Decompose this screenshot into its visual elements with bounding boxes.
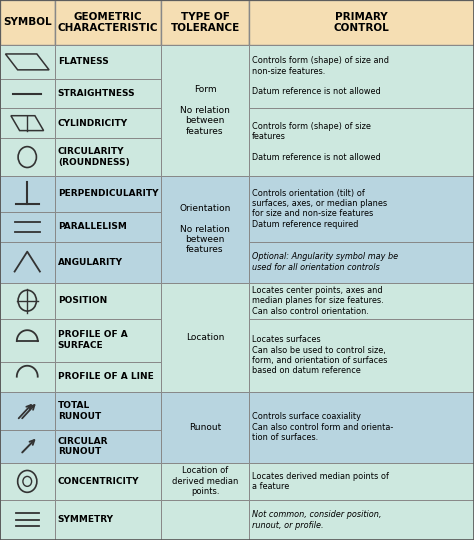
Text: TOTAL
RUNOUT: TOTAL RUNOUT bbox=[58, 401, 101, 421]
Bar bbox=[0, 176, 55, 212]
Text: PERPENDICULARITY: PERPENDICULARITY bbox=[58, 190, 158, 198]
Text: SYMMETRY: SYMMETRY bbox=[58, 515, 114, 524]
Text: CYLINDRICITY: CYLINDRICITY bbox=[58, 119, 128, 127]
Bar bbox=[249, 176, 474, 242]
Text: Orientation

No relation
between
features: Orientation No relation between features bbox=[179, 204, 231, 254]
Bar bbox=[55, 463, 161, 500]
Text: Locates derived median points of
a feature: Locates derived median points of a featu… bbox=[252, 472, 389, 491]
Bar bbox=[0, 430, 55, 463]
Bar bbox=[55, 138, 161, 176]
Text: Locates center points, axes and
median planes for size features.
Can also contro: Locates center points, axes and median p… bbox=[252, 286, 383, 315]
Text: Location: Location bbox=[186, 333, 224, 342]
Text: Controls orientation (tilt) of
surfaces, axes, or median planes
for size and non: Controls orientation (tilt) of surfaces,… bbox=[252, 188, 387, 229]
Text: FLATNESS: FLATNESS bbox=[58, 57, 109, 66]
Text: SYMBOL: SYMBOL bbox=[3, 17, 52, 28]
Bar bbox=[0, 242, 55, 282]
Text: Locates surfaces
Can also be used to control size,
form, and orientation of surf: Locates surfaces Can also be used to con… bbox=[252, 335, 387, 375]
Text: Controls form (shape) of size and
non-size features.

Datum reference is not all: Controls form (shape) of size and non-si… bbox=[252, 56, 389, 97]
Bar bbox=[161, 0, 249, 45]
Text: CONCENTRICITY: CONCENTRICITY bbox=[58, 477, 139, 486]
Bar bbox=[249, 0, 474, 45]
Bar bbox=[161, 392, 249, 463]
Bar bbox=[55, 392, 161, 430]
Bar bbox=[0, 79, 55, 108]
Bar bbox=[0, 463, 55, 500]
Text: TYPE OF
TOLERANCE: TYPE OF TOLERANCE bbox=[170, 11, 240, 33]
Bar bbox=[161, 463, 249, 500]
Bar bbox=[55, 79, 161, 108]
Bar bbox=[55, 430, 161, 463]
Bar bbox=[55, 362, 161, 392]
Bar bbox=[55, 212, 161, 242]
Text: Controls surface coaxiality
Can also control form and orienta-
tion of surfaces.: Controls surface coaxiality Can also con… bbox=[252, 413, 393, 442]
Text: Location of
derived median
points.: Location of derived median points. bbox=[172, 467, 238, 496]
Text: PRIMARY
CONTROL: PRIMARY CONTROL bbox=[334, 11, 389, 33]
Bar bbox=[0, 282, 55, 319]
Bar bbox=[161, 176, 249, 282]
Bar bbox=[55, 282, 161, 319]
Bar bbox=[249, 242, 474, 282]
Text: GEOMETRIC
CHARACTERISTIC: GEOMETRIC CHARACTERISTIC bbox=[57, 11, 158, 33]
Bar bbox=[0, 0, 55, 45]
Bar bbox=[249, 319, 474, 392]
Bar bbox=[249, 500, 474, 540]
Text: ANGULARITY: ANGULARITY bbox=[58, 258, 123, 267]
Text: Runout: Runout bbox=[189, 423, 221, 432]
Bar bbox=[55, 108, 161, 138]
Bar bbox=[55, 500, 161, 540]
Bar bbox=[0, 362, 55, 392]
Text: Not common, consider position,
runout, or profile.: Not common, consider position, runout, o… bbox=[252, 510, 381, 530]
Bar bbox=[0, 45, 55, 79]
Bar bbox=[55, 242, 161, 282]
Text: Form

No relation
between
features: Form No relation between features bbox=[180, 85, 230, 136]
Bar bbox=[0, 319, 55, 362]
Text: PROFILE OF A LINE: PROFILE OF A LINE bbox=[58, 372, 154, 381]
Bar bbox=[249, 282, 474, 319]
Bar bbox=[0, 212, 55, 242]
Bar bbox=[0, 392, 55, 430]
Text: CIRCULAR
RUNOUT: CIRCULAR RUNOUT bbox=[58, 437, 109, 456]
Text: PROFILE OF A
SURFACE: PROFILE OF A SURFACE bbox=[58, 330, 128, 350]
Bar bbox=[161, 45, 249, 176]
Bar bbox=[249, 392, 474, 463]
Bar bbox=[0, 500, 55, 540]
Bar bbox=[249, 45, 474, 108]
Bar bbox=[0, 108, 55, 138]
Text: STRAIGHTNESS: STRAIGHTNESS bbox=[58, 89, 136, 98]
Text: PARALLELISM: PARALLELISM bbox=[58, 222, 127, 231]
Bar bbox=[0, 138, 55, 176]
Bar bbox=[55, 45, 161, 79]
Text: CIRCULARITY
(ROUNDNESS): CIRCULARITY (ROUNDNESS) bbox=[58, 147, 129, 167]
Bar bbox=[161, 282, 249, 392]
Text: Optional: Angularity symbol may be
used for all orientation controls: Optional: Angularity symbol may be used … bbox=[252, 252, 398, 272]
Bar bbox=[249, 463, 474, 500]
Bar bbox=[161, 500, 249, 540]
Bar bbox=[55, 0, 161, 45]
Bar bbox=[55, 176, 161, 212]
Bar bbox=[55, 319, 161, 362]
Text: POSITION: POSITION bbox=[58, 296, 107, 305]
Text: Controls form (shape) of size
features

Datum reference is not allowed: Controls form (shape) of size features D… bbox=[252, 122, 381, 162]
Bar bbox=[249, 108, 474, 176]
